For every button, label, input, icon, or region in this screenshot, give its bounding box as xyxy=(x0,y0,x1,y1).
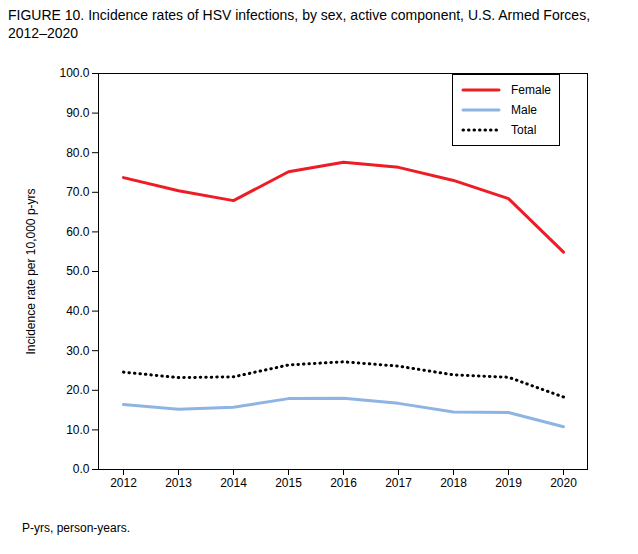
svg-text:30.0: 30.0 xyxy=(66,344,90,358)
html-text:FIGURE 10. Incidence rates of: FIGURE 10. Incidence rates of HSV infect… xyxy=(8,7,590,41)
svg-text:10.0: 10.0 xyxy=(66,423,90,437)
svg-text:70.0: 70.0 xyxy=(66,185,90,199)
svg-text:90.0: 90.0 xyxy=(66,106,90,120)
svg-text:Incidence rate per 10,000 p-yr: Incidence rate per 10,000 p-yrs xyxy=(24,188,38,354)
svg-text:2014: 2014 xyxy=(220,476,247,490)
svg-text:60.0: 60.0 xyxy=(66,225,90,239)
html-text:Female: Female xyxy=(511,83,551,97)
svg-text:20.0: 20.0 xyxy=(66,383,90,397)
svg-text:40.0: 40.0 xyxy=(66,304,90,318)
svg-text:2020: 2020 xyxy=(550,476,577,490)
svg-text:2012: 2012 xyxy=(110,476,137,490)
html-text:P-yrs, person-years.: P-yrs, person-years. xyxy=(22,521,130,535)
svg-text:2015: 2015 xyxy=(275,476,302,490)
svg-text:50.0: 50.0 xyxy=(66,264,90,278)
svg-text:80.0: 80.0 xyxy=(66,146,90,160)
svg-text:2019: 2019 xyxy=(495,476,522,490)
html-text:Male: Male xyxy=(511,103,537,117)
svg-text:2017: 2017 xyxy=(385,476,412,490)
html-text:Total: Total xyxy=(511,123,537,137)
svg-text:0.0: 0.0 xyxy=(73,462,90,476)
svg-text:2016: 2016 xyxy=(330,476,357,490)
svg-text:2013: 2013 xyxy=(165,476,192,490)
svg-text:100.0: 100.0 xyxy=(59,66,89,80)
svg-text:2018: 2018 xyxy=(440,476,467,490)
